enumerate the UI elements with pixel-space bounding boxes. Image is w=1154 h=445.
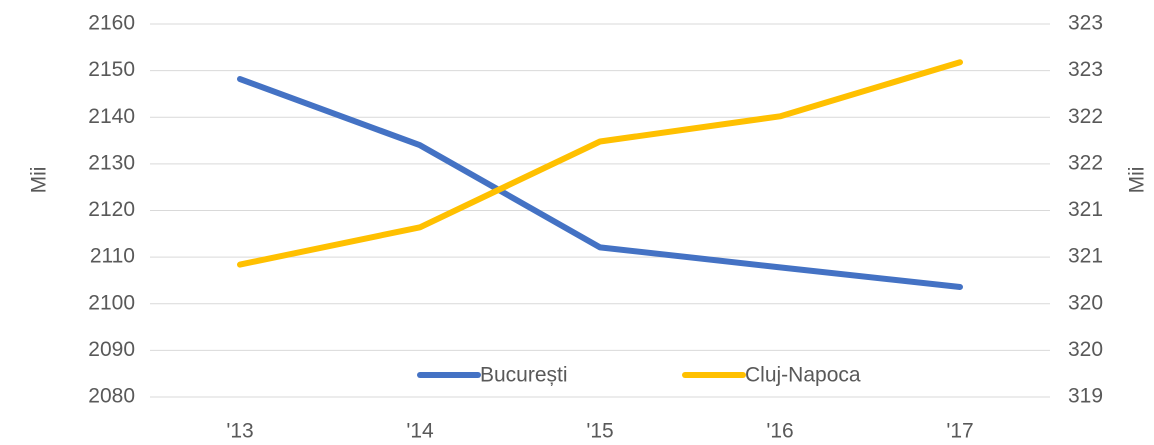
legend-label: Cluj-Napoca xyxy=(745,364,861,387)
y-tick-label: 2100 xyxy=(88,291,135,314)
x-tick-label: '13 xyxy=(226,420,253,443)
x-tick-label: '14 xyxy=(406,420,434,443)
y-tick-label: 2140 xyxy=(88,105,135,128)
y2-tick-label: 321 xyxy=(1068,198,1103,221)
x-tick-label: '17 xyxy=(946,420,973,443)
y2-tick-label: 322 xyxy=(1068,105,1103,128)
y2-tick-label: 320 xyxy=(1068,291,1103,314)
y-tick-label: 2110 xyxy=(90,245,135,268)
y-tick-label: 2090 xyxy=(88,338,135,361)
y2-tick-label: 322 xyxy=(1068,151,1103,174)
y2-tick-label: 323 xyxy=(1068,12,1103,35)
y2-axis-label: Mii xyxy=(1126,167,1149,194)
x-tick-label: '15 xyxy=(586,420,613,443)
y2-tick-label: 320 xyxy=(1068,338,1103,361)
y2-tick-label: 319 xyxy=(1068,385,1103,408)
y-tick-label: 2160 xyxy=(88,12,135,35)
legend-label: București xyxy=(480,364,568,387)
series-line xyxy=(237,59,963,268)
series-line xyxy=(237,76,963,290)
x-tick-label: '16 xyxy=(766,420,793,443)
y-tick-label: 2080 xyxy=(88,385,135,408)
y-tick-label: 2130 xyxy=(88,151,135,174)
y2-tick-label: 321 xyxy=(1068,245,1103,268)
y-tick-label: 2150 xyxy=(88,58,135,81)
y-tick-label: 2120 xyxy=(88,198,135,221)
y2-tick-label: 323 xyxy=(1068,58,1103,81)
y-axis-label: Mii xyxy=(28,167,51,194)
